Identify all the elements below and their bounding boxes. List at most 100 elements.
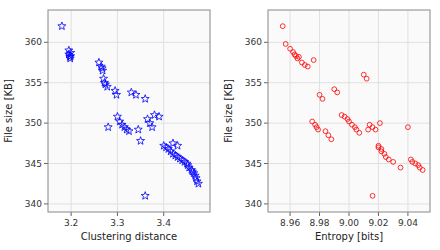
point xyxy=(125,127,133,135)
point xyxy=(141,95,149,103)
points xyxy=(280,24,425,198)
grid-line xyxy=(48,42,210,43)
tick xyxy=(44,42,48,43)
point xyxy=(104,123,112,131)
point xyxy=(169,139,177,147)
grid-line xyxy=(407,10,408,212)
point xyxy=(366,127,371,132)
point xyxy=(406,125,411,130)
point xyxy=(99,66,107,74)
point xyxy=(155,112,163,120)
point xyxy=(370,193,375,198)
plot-frame xyxy=(48,10,210,212)
grid-line xyxy=(349,10,350,212)
point xyxy=(420,168,425,173)
grid-line xyxy=(268,82,430,83)
x-tick-label: 3.3 xyxy=(110,218,124,228)
grid-line xyxy=(48,123,210,124)
plot-frame xyxy=(268,10,430,212)
point xyxy=(283,42,288,47)
y-tick-label: 345 xyxy=(25,159,42,169)
point xyxy=(398,165,403,170)
points xyxy=(58,22,203,199)
grid-line xyxy=(163,10,164,212)
y-axis-label: File size [KB] xyxy=(223,79,234,143)
y-tick-label: 340 xyxy=(25,199,42,209)
point xyxy=(141,192,149,200)
grid-line xyxy=(378,10,379,212)
point xyxy=(386,157,391,162)
grid-line xyxy=(268,203,430,204)
x-tick-label: 8.98 xyxy=(310,218,330,228)
tick xyxy=(44,163,48,164)
x-tick-label: 9.00 xyxy=(339,218,359,228)
plot-background xyxy=(268,10,430,212)
y-tick-label: 350 xyxy=(245,118,262,128)
point xyxy=(132,91,140,99)
tick xyxy=(378,212,379,216)
x-tick-label: 8.96 xyxy=(280,218,300,228)
point xyxy=(103,83,111,91)
tick xyxy=(349,212,350,216)
grid-line xyxy=(71,10,72,212)
tick xyxy=(290,212,291,216)
grid-line xyxy=(117,10,118,212)
point xyxy=(305,64,310,69)
tick xyxy=(264,42,268,43)
panel: 8.96 8.98 9.00 9.02 9.04 340 345 350 355 360 Entro… xyxy=(223,10,430,242)
x-tick-label: 3.2 xyxy=(64,218,78,228)
y-axis-label: File size [KB] xyxy=(3,79,14,143)
y-tick-label: 355 xyxy=(25,78,42,88)
tick xyxy=(264,123,268,124)
point xyxy=(67,52,75,60)
point xyxy=(320,96,325,101)
y-tick-label: 350 xyxy=(25,118,42,128)
tick xyxy=(407,212,408,216)
grid-line xyxy=(48,203,210,204)
tick xyxy=(264,203,268,204)
point xyxy=(193,177,201,185)
y-tick-label: 345 xyxy=(245,159,262,169)
grid-line xyxy=(268,42,430,43)
point xyxy=(297,54,302,59)
tick xyxy=(264,163,268,164)
point xyxy=(101,80,109,88)
tick xyxy=(44,123,48,124)
point xyxy=(58,22,66,30)
point xyxy=(148,123,156,131)
tick xyxy=(71,212,72,216)
tick xyxy=(44,203,48,204)
grid-line xyxy=(268,123,430,124)
point xyxy=(378,121,383,126)
x-axis-label: Entropy [bits] xyxy=(315,231,383,242)
y-tick-label: 355 xyxy=(245,78,262,88)
x-axis-label: Clustering distance xyxy=(81,231,178,242)
point xyxy=(311,58,316,63)
point xyxy=(364,76,369,81)
grid-line xyxy=(290,10,291,212)
grid-line xyxy=(319,10,320,212)
tick xyxy=(163,212,164,216)
y-tick-label: 360 xyxy=(245,37,262,47)
grid-line xyxy=(268,163,430,164)
point xyxy=(127,88,135,96)
x-tick-label: 9.02 xyxy=(368,218,388,228)
point xyxy=(134,125,142,133)
y-tick-label: 340 xyxy=(245,199,262,209)
point xyxy=(335,90,340,95)
tick xyxy=(44,82,48,83)
point xyxy=(194,180,202,188)
point xyxy=(316,127,321,132)
point xyxy=(373,127,378,132)
point xyxy=(174,142,182,150)
panel: 3.23.33.4340345350355360Clustering dista… xyxy=(3,10,210,242)
tick xyxy=(264,82,268,83)
point xyxy=(329,137,334,142)
grid-line xyxy=(48,82,210,83)
point xyxy=(391,160,396,165)
x-tick-label: 9.04 xyxy=(398,218,418,228)
y-tick-label: 360 xyxy=(25,37,42,47)
figure: 3.23.33.4340345350355360Clustering dista… xyxy=(0,0,440,250)
tick xyxy=(117,212,118,216)
tick xyxy=(319,212,320,216)
